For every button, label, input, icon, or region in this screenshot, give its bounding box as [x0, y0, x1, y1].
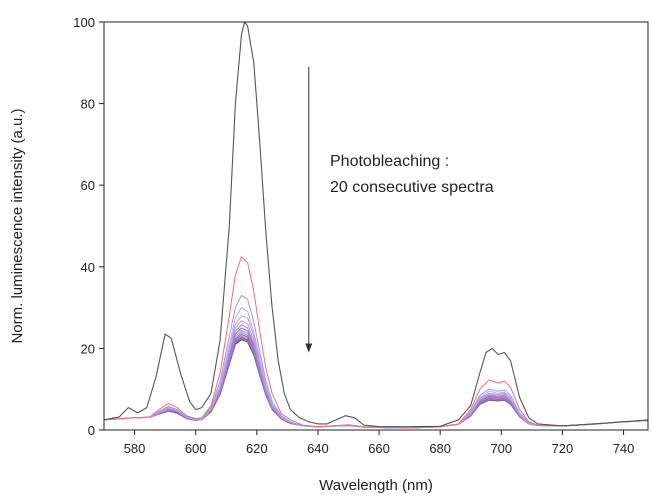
y-tick-label: 40 — [81, 260, 95, 275]
y-tick-label: 80 — [81, 97, 95, 112]
spectrum-line-5 — [103, 315, 649, 429]
x-tick-label: 720 — [552, 441, 574, 456]
spectrum-line-11 — [103, 334, 649, 429]
spectrum-line-8 — [103, 327, 649, 429]
spectrum-line-6 — [103, 320, 649, 429]
x-axis-ticks: 580 600 620 640 660 680 700 720 740 — [124, 430, 635, 456]
x-tick-label: 620 — [246, 441, 268, 456]
spectrum-line-1 — [103, 21, 649, 428]
x-tick-label: 700 — [490, 441, 512, 456]
spectrum-line-12 — [103, 335, 649, 429]
x-tick-label: 580 — [124, 441, 146, 456]
spectrum-line-9 — [103, 329, 649, 429]
spectrum-line-7 — [103, 324, 649, 429]
plot-frame — [103, 21, 649, 431]
y-tick-label: 20 — [81, 341, 95, 356]
y-tick-label: 100 — [73, 15, 95, 30]
series-layer — [103, 21, 649, 429]
spectrum-line-4 — [103, 307, 649, 429]
y-tick-label: 0 — [88, 423, 95, 438]
photobleaching-arrow-head — [305, 343, 313, 353]
x-tick-label: 600 — [185, 441, 207, 456]
y-tick-label: 60 — [81, 178, 95, 193]
spectrum-line-10 — [103, 332, 649, 429]
x-tick-label: 660 — [368, 441, 390, 456]
y-axis-ticks: 0 20 40 60 80 100 — [73, 15, 104, 438]
x-tick-label: 640 — [307, 441, 329, 456]
x-tick-label: 740 — [613, 441, 635, 456]
annotation-line-2: 20 consecutive spectra — [330, 179, 494, 196]
y-axis-label: Norm. luminescence intensity (a.u.) — [9, 108, 26, 343]
x-tick-label: 680 — [429, 441, 451, 456]
x-axis-label: Wavelength (nm) — [319, 477, 433, 494]
spectrum-line-2 — [103, 256, 649, 429]
annotation-line-1: Photobleaching : — [330, 153, 449, 170]
spectrum-line-3 — [103, 294, 649, 429]
